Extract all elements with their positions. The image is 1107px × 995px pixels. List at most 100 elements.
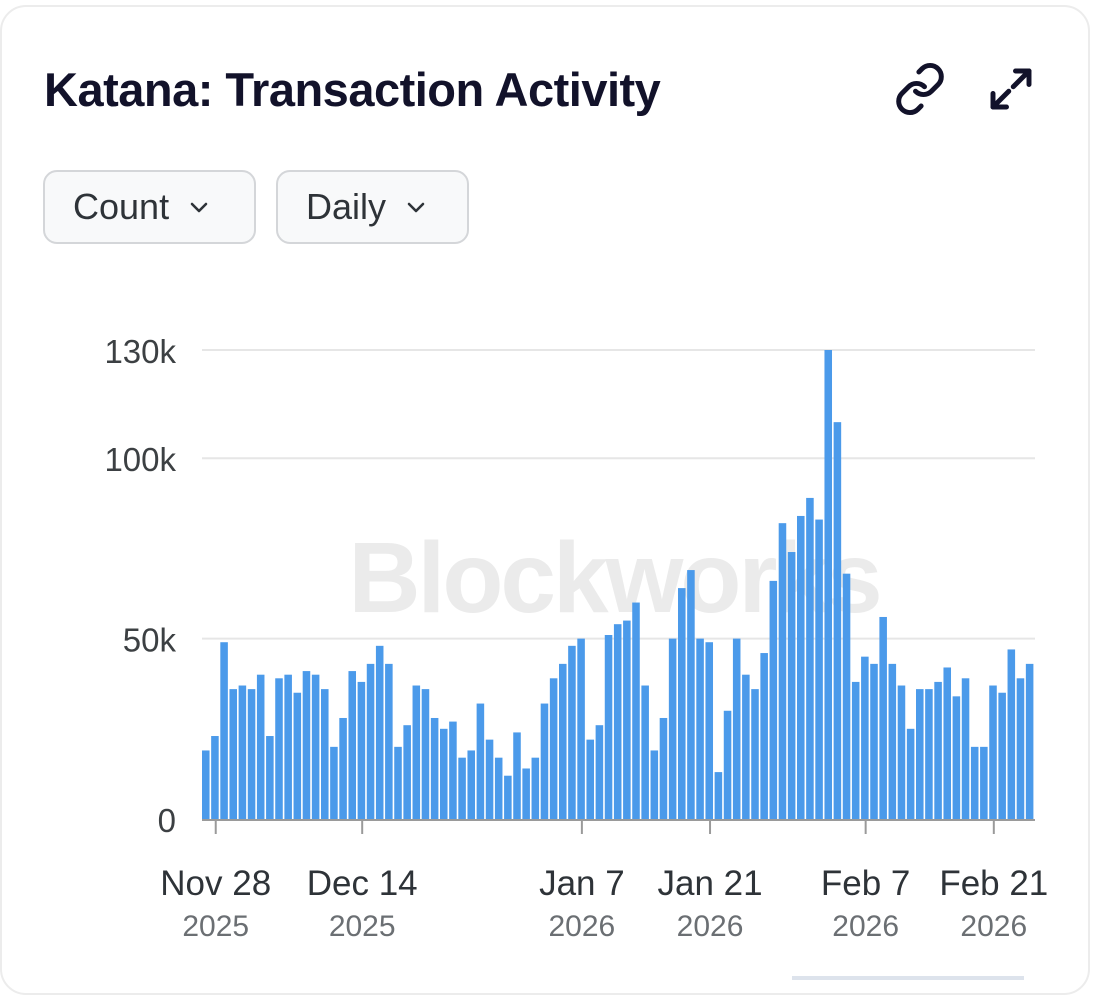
bar[interactable]: [293, 692, 302, 819]
bar[interactable]: [769, 580, 778, 819]
bar[interactable]: [330, 746, 338, 819]
y-tick-label: 130k: [104, 333, 176, 370]
bar[interactable]: [787, 552, 796, 819]
bar[interactable]: [1007, 649, 1016, 819]
bar[interactable]: [760, 653, 768, 819]
bar[interactable]: [440, 728, 448, 819]
bar[interactable]: [604, 635, 613, 819]
bar[interactable]: [266, 736, 274, 819]
bar[interactable]: [613, 624, 622, 819]
bar[interactable]: [668, 638, 677, 819]
bar[interactable]: [339, 717, 347, 819]
bar[interactable]: [961, 678, 970, 819]
bar[interactable]: [970, 746, 979, 819]
bar[interactable]: [284, 674, 292, 819]
bar[interactable]: [595, 725, 604, 819]
bar[interactable]: [705, 642, 714, 819]
bar[interactable]: [321, 689, 329, 819]
bar[interactable]: [1016, 678, 1025, 819]
bar[interactable]: [403, 725, 411, 819]
bar[interactable]: [833, 422, 842, 819]
bar[interactable]: [485, 739, 494, 819]
bar[interactable]: [256, 674, 265, 819]
bar[interactable]: [430, 717, 439, 819]
bar[interactable]: [394, 746, 402, 819]
bar[interactable]: [348, 671, 357, 819]
bar[interactable]: [888, 663, 897, 819]
bar[interactable]: [476, 703, 485, 819]
bar[interactable]: [641, 685, 649, 819]
bar[interactable]: [732, 638, 741, 819]
x-tick-year: 2026: [549, 910, 616, 943]
x-tick-year: 2025: [182, 910, 249, 943]
bar[interactable]: [897, 685, 906, 819]
bar[interactable]: [568, 645, 576, 819]
bar[interactable]: [549, 678, 558, 819]
bar[interactable]: [678, 588, 686, 819]
bar[interactable]: [449, 721, 457, 819]
bar[interactable]: [723, 710, 732, 819]
bar[interactable]: [522, 768, 530, 819]
bar[interactable]: [879, 616, 887, 819]
bar[interactable]: [687, 570, 695, 819]
bar[interactable]: [861, 656, 869, 819]
bar[interactable]: [751, 689, 759, 819]
bar[interactable]: [375, 645, 384, 819]
x-axis-labels: Nov 28 2025 Dec 14 2025 Jan 7 2026 Jan 21 2026 F…: [160, 864, 1048, 943]
bar[interactable]: [385, 663, 393, 819]
bar[interactable]: [778, 523, 787, 819]
bar[interactable]: [870, 663, 878, 819]
bar[interactable]: [494, 757, 503, 819]
bar[interactable]: [851, 681, 860, 819]
bar[interactable]: [513, 732, 521, 819]
bar[interactable]: [467, 750, 476, 819]
bar[interactable]: [650, 750, 659, 819]
bar[interactable]: [211, 736, 219, 819]
bar[interactable]: [989, 685, 997, 819]
bar[interactable]: [504, 775, 512, 819]
bar[interactable]: [824, 350, 833, 819]
bar[interactable]: [366, 663, 375, 819]
bar[interactable]: [577, 638, 585, 819]
bar[interactable]: [238, 685, 247, 819]
bar[interactable]: [632, 602, 640, 819]
bar[interactable]: [559, 663, 567, 819]
interval-dropdown[interactable]: Daily: [276, 170, 469, 244]
x-tick-label: Feb 7: [821, 864, 911, 903]
bar[interactable]: [247, 689, 256, 819]
bar[interactable]: [934, 681, 942, 819]
bar[interactable]: [659, 717, 668, 819]
bar[interactable]: [220, 642, 228, 819]
bar[interactable]: [714, 772, 723, 819]
bar[interactable]: [925, 689, 933, 819]
bar[interactable]: [412, 685, 421, 819]
bar[interactable]: [943, 667, 952, 819]
bar[interactable]: [806, 497, 814, 819]
bar[interactable]: [229, 689, 238, 819]
bar[interactable]: [696, 638, 704, 819]
link-button[interactable]: [893, 62, 947, 116]
bar[interactable]: [421, 689, 430, 819]
bar[interactable]: [302, 671, 311, 819]
bar[interactable]: [1025, 663, 1034, 819]
bar[interactable]: [357, 681, 366, 819]
bar[interactable]: [623, 620, 631, 819]
bar[interactable]: [531, 757, 540, 819]
bar[interactable]: [458, 757, 466, 819]
bar[interactable]: [815, 519, 823, 819]
bar[interactable]: [952, 696, 961, 819]
bar[interactable]: [586, 739, 595, 819]
bar[interactable]: [311, 674, 320, 819]
bar[interactable]: [797, 515, 805, 819]
bar[interactable]: [275, 678, 283, 819]
bar[interactable]: [916, 689, 924, 819]
expand-button[interactable]: [984, 62, 1038, 116]
metric-dropdown[interactable]: Count: [43, 170, 256, 244]
bar[interactable]: [202, 750, 210, 819]
bar[interactable]: [998, 692, 1006, 819]
bar[interactable]: [842, 573, 851, 819]
bar[interactable]: [742, 674, 750, 819]
bar[interactable]: [906, 728, 915, 819]
bar[interactable]: [540, 703, 549, 819]
bar[interactable]: [980, 746, 988, 819]
